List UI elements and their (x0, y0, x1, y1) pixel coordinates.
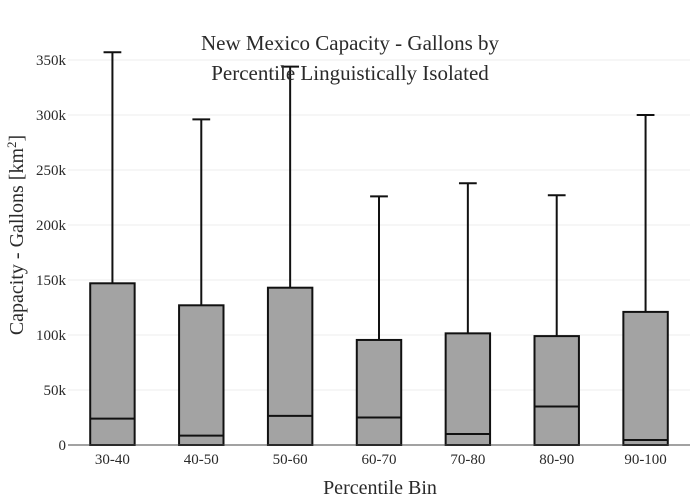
x-tick-label: 90-100 (624, 452, 667, 468)
x-tick-label: 60-70 (362, 452, 397, 468)
y-tick-label: 0 (59, 438, 67, 454)
chart-title-line-2: Percentile Linguistically Isolated (211, 61, 489, 85)
y-tick-label: 100k (36, 328, 67, 344)
x-axis-title: Percentile Bin (323, 477, 437, 499)
interquartile-box (533, 335, 580, 447)
interquartile-box (89, 282, 136, 446)
interquartile-box (266, 286, 314, 447)
y-tick-label: 200k (36, 218, 67, 234)
box-60-70 (355, 195, 403, 447)
interquartile-box (622, 310, 669, 446)
y-axis-title-end: ] (6, 135, 28, 142)
box-80-90 (533, 194, 580, 447)
chart-title-line-1: New Mexico Capacity - Gallons by (201, 31, 500, 55)
box-70-80 (444, 182, 492, 447)
y-tick-label: 300k (36, 108, 67, 124)
y-tick-label: 150k (36, 273, 67, 289)
y-tick-labels: 0 50k 100k 150k 200k 250k 300k 350k (36, 53, 67, 454)
x-tick-label: 80-90 (539, 452, 574, 468)
interquartile-box (178, 304, 225, 446)
y-axis-title-main: Capacity - Gallons [km (6, 148, 28, 336)
interquartile-box (355, 338, 403, 447)
y-tick-label: 350k (36, 53, 67, 69)
x-tick-label: 50-60 (273, 452, 308, 468)
y-axis-title-superscript: 2 (4, 141, 19, 148)
box-30-40 (89, 51, 136, 446)
x-tick-label: 40-50 (184, 452, 219, 468)
y-tick-label: 250k (36, 163, 67, 179)
box-90-100 (622, 114, 669, 446)
x-tick-label: 30-40 (95, 452, 130, 468)
y-axis-title: Capacity - Gallons [km2] (4, 135, 29, 335)
x-tick-labels: 30-40 40-50 50-60 60-70 70-80 80-90 90-100 (95, 452, 667, 468)
y-tick-label: 50k (44, 383, 67, 399)
box-40-50 (178, 118, 225, 446)
boxes (89, 51, 669, 447)
x-tick-label: 70-80 (450, 452, 485, 468)
interquartile-box (444, 332, 492, 447)
box-50-60 (266, 65, 314, 447)
